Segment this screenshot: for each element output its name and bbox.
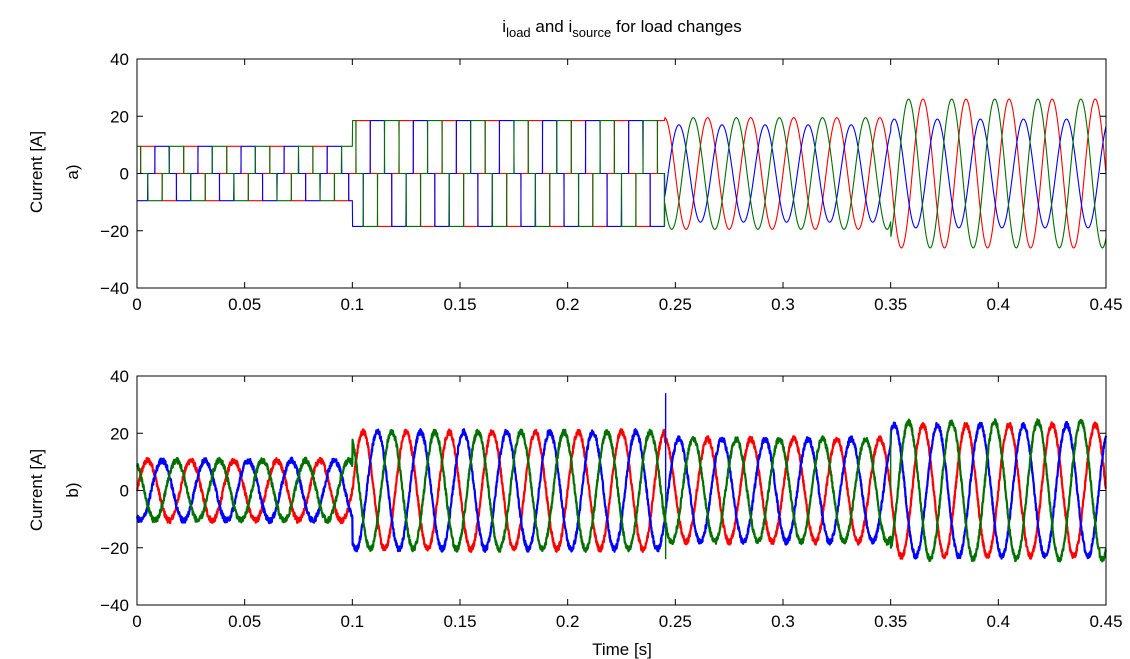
panel-a-xtick-label: 0.05 (228, 295, 261, 314)
panel-a-ytick-label: −20 (100, 222, 129, 241)
panel-a-xtick-label: 0 (132, 295, 141, 314)
panel-b-xtick-label: 0.4 (987, 612, 1011, 631)
panel-a-xtick-label: 0.2 (556, 295, 580, 314)
panel-b-ylabel: Current [A] (27, 449, 46, 531)
title-sub-source: source (572, 25, 611, 40)
panel-a-xtick-label: 0.25 (659, 295, 692, 314)
panel-b-xtick-label: 0.3 (771, 612, 795, 631)
panel-b-ytick-label: 40 (110, 367, 129, 386)
panel-b-ytick-label: 0 (120, 482, 129, 501)
chart-title: iload and isource for load changes (502, 17, 741, 40)
panel-b-xtick-label: 0.1 (341, 612, 365, 631)
panel-b-xtick-label: 0.15 (443, 612, 476, 631)
panel-a: 0 0.05 0.1 0.15 0.2 0.25 0.3 0.35 0.4 0.45 −40 −20 0… (27, 50, 1123, 314)
panel-b-axes-frame (136, 375, 1107, 606)
panel-b-xtick-label: 0.35 (874, 612, 907, 631)
title-sub-load: load (506, 25, 531, 40)
panel-a-xtick-label: 0.45 (1089, 295, 1122, 314)
panel-b-series (135, 393, 1108, 563)
title-end: for load changes (611, 17, 741, 36)
panel-b-ytick-label: −40 (100, 596, 129, 615)
panel-b-xtick-label: 0.25 (659, 612, 692, 631)
panel-a-label: a) (63, 164, 82, 179)
panel-a-series (136, 98, 1107, 249)
panel-a-ytick-label: 0 (120, 165, 129, 184)
panel-a-ticks: 0 0.05 0.1 0.15 0.2 0.25 0.3 0.35 0.4 0.45 −40 −20 0… (100, 50, 1122, 314)
panel-b-xlabel: Time [s] (592, 640, 652, 659)
panel-b-xtick-label: 0.05 (228, 612, 261, 631)
panel-b-xtick-label: 0.2 (556, 612, 580, 631)
panel-b-xtick-label: 0.45 (1089, 612, 1122, 631)
panel-a-ytick-label: −40 (100, 279, 129, 298)
panel-a-ytick-label: 40 (110, 50, 129, 69)
panel-b-xtick-label: 0 (132, 612, 141, 631)
title-main: i (502, 17, 506, 36)
panel-b-ytick-label: 20 (110, 424, 129, 443)
title-mid: and i (531, 17, 573, 36)
panel-a-xtick-label: 0.15 (443, 295, 476, 314)
panel-a-xtick-label: 0.4 (987, 295, 1011, 314)
panel-b: 0 0.05 0.1 0.15 0.2 0.25 0.3 0.35 0.4 0.45 −40 −20 0… (27, 367, 1123, 659)
panel-b-ytick-label: −20 (100, 539, 129, 558)
panel-b-series-3-line (135, 418, 1107, 563)
panel-a-series-1-line (136, 98, 1107, 249)
panel-b-series-1-line (135, 421, 1107, 560)
panel-a-xtick-label: 0.3 (771, 295, 795, 314)
panel-b-label: b) (63, 482, 82, 497)
panel-a-ytick-label: 20 (110, 107, 129, 126)
panel-a-xtick-label: 0.35 (874, 295, 907, 314)
panel-a-ylabel: Current [A] (27, 131, 46, 213)
panel-a-series-3-line (136, 98, 1107, 249)
panel-a-xtick-label: 0.1 (341, 295, 365, 314)
panel-b-ticks: 0 0.05 0.1 0.15 0.2 0.25 0.3 0.35 0.4 0.45 −40 −20 0… (100, 367, 1122, 631)
